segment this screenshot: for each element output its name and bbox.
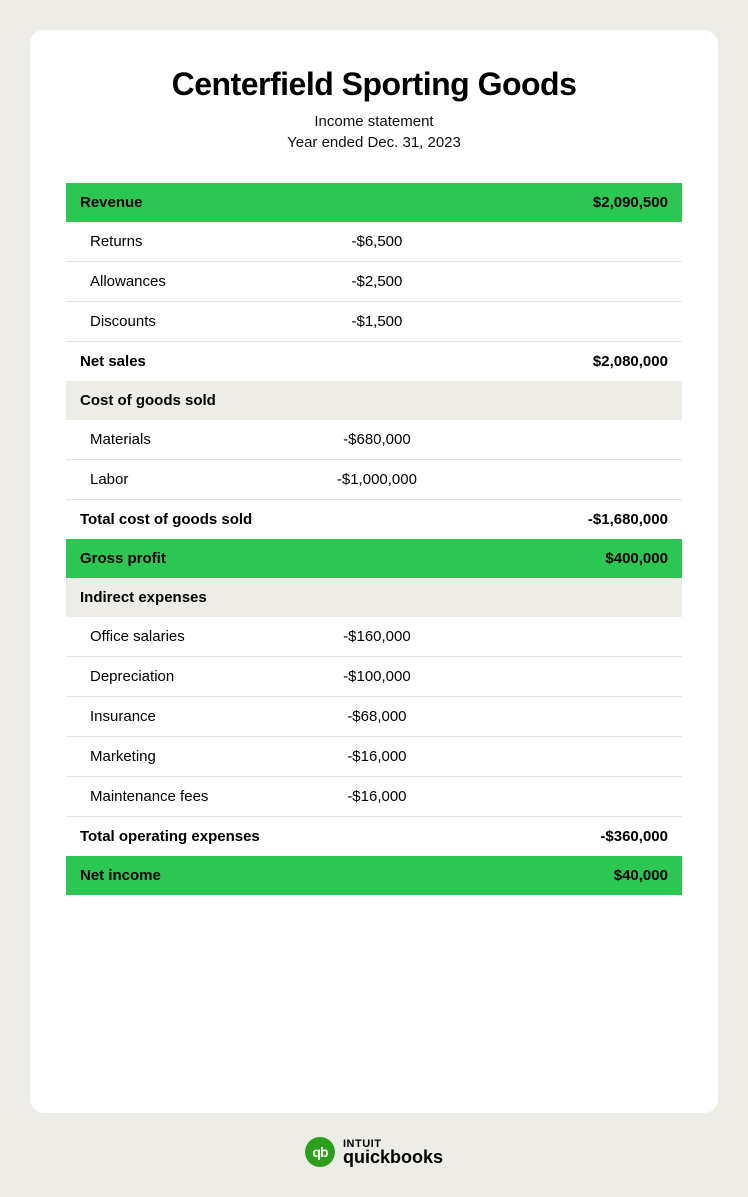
table-row: Returns-$6,500 <box>66 222 682 262</box>
row-mid-value: -$1,000,000 <box>280 471 474 488</box>
row-label: Cost of goods sold <box>80 392 280 409</box>
table-row: Marketing-$16,000 <box>66 737 682 777</box>
row-label: Maintenance fees <box>80 788 280 805</box>
table-row: Materials-$680,000 <box>66 420 682 460</box>
row-right-value: $2,090,500 <box>474 194 668 211</box>
row-mid-value: -$68,000 <box>280 708 474 725</box>
table-row: Depreciation-$100,000 <box>66 657 682 697</box>
table-row: Total operating expenses -$360,000 <box>66 817 682 856</box>
table-row: Gross profit $400,000 <box>66 539 682 578</box>
row-label: Gross profit <box>80 550 280 567</box>
row-label: Labor <box>80 471 280 488</box>
income-statement-card: Centerfield Sporting Goods Income statem… <box>30 30 718 1113</box>
table-row: Indirect expenses <box>66 578 682 617</box>
company-title: Centerfield Sporting Goods <box>66 66 682 103</box>
row-label: Returns <box>80 233 280 250</box>
row-mid-value: -$680,000 <box>280 431 474 448</box>
row-right-value: $40,000 <box>474 867 668 884</box>
table-row: Allowances-$2,500 <box>66 262 682 302</box>
row-label: Indirect expenses <box>80 589 280 606</box>
table-row: Cost of goods sold <box>66 381 682 420</box>
row-label: Revenue <box>80 194 280 211</box>
table-row: Net sales $2,080,000 <box>66 342 682 381</box>
row-mid-value: -$1,500 <box>280 313 474 330</box>
table-row: Labor-$1,000,000 <box>66 460 682 500</box>
row-mid-value: -$2,500 <box>280 273 474 290</box>
row-label: Office salaries <box>80 628 280 645</box>
row-label: Depreciation <box>80 668 280 685</box>
row-label: Net income <box>80 867 280 884</box>
report-type: Income statement <box>314 113 433 130</box>
table-row: Net income $40,000 <box>66 856 682 895</box>
row-label: Marketing <box>80 748 280 765</box>
table-row: Total cost of goods sold -$1,680,000 <box>66 500 682 539</box>
row-mid-value: -$6,500 <box>280 233 474 250</box>
row-label: Allowances <box>80 273 280 290</box>
row-right-value: -$1,680,000 <box>474 511 668 528</box>
brand-text: INTUIT quickbooks <box>343 1139 443 1166</box>
row-label: Discounts <box>80 313 280 330</box>
table-row: Insurance-$68,000 <box>66 697 682 737</box>
row-mid-value: -$16,000 <box>280 748 474 765</box>
brand-quickbooks: quickbooks <box>343 1148 443 1166</box>
table-row: Office salaries-$160,000 <box>66 617 682 657</box>
row-label: Insurance <box>80 708 280 725</box>
logo-text: qb <box>312 1144 327 1160</box>
report-period: Year ended Dec. 31, 2023 <box>287 134 461 151</box>
table-row: Maintenance fees-$16,000 <box>66 777 682 817</box>
row-label: Net sales <box>80 353 280 370</box>
table-row: Discounts-$1,500 <box>66 302 682 342</box>
row-right-value: $2,080,000 <box>474 353 668 370</box>
row-mid-value: -$16,000 <box>280 788 474 805</box>
row-mid-value: -$160,000 <box>280 628 474 645</box>
row-label: Total operating expenses <box>80 828 280 845</box>
row-right-value: -$360,000 <box>474 828 668 845</box>
statement-table: Revenue$2,090,500Returns-$6,500Allowance… <box>66 183 682 895</box>
footer-branding: qb INTUIT quickbooks <box>30 1113 718 1167</box>
report-subtitle: Income statement Year ended Dec. 31, 202… <box>66 111 682 153</box>
row-label: Materials <box>80 431 280 448</box>
row-label: Total cost of goods sold <box>80 511 280 528</box>
row-mid-value: -$100,000 <box>280 668 474 685</box>
row-right-value: $400,000 <box>474 550 668 567</box>
quickbooks-logo-icon: qb <box>305 1137 335 1167</box>
table-row: Revenue $2,090,500 <box>66 183 682 222</box>
